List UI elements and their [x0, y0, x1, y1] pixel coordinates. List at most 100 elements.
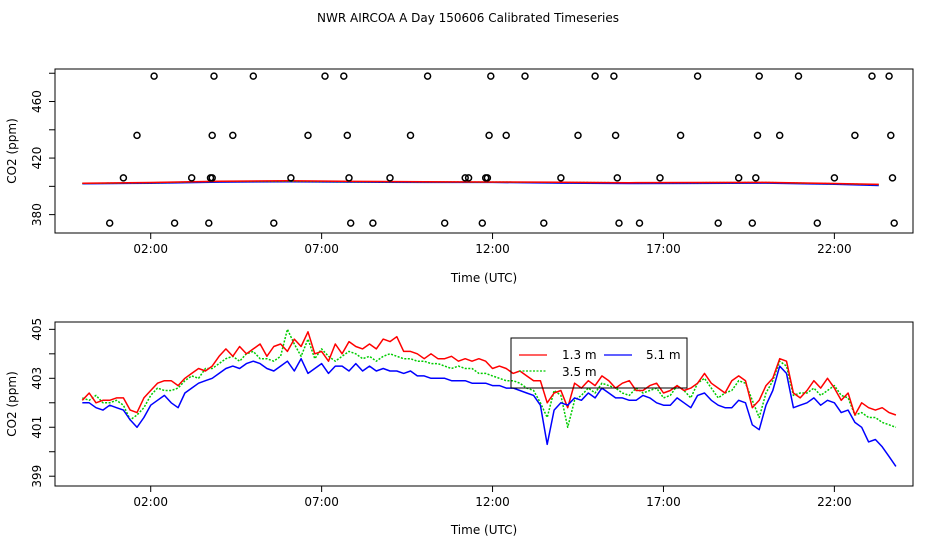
bottom-x-axis-label: Time (UTC) [450, 523, 517, 537]
top-y-tick-label: 420 [30, 147, 44, 170]
data-point [714, 219, 722, 227]
data-point [369, 219, 377, 227]
data-point [440, 219, 449, 227]
top-panel: 02:00 07:00 12:00 17:00 22:00 380 420 460 Time… [5, 68, 914, 285]
bottom-series-5-1-m [82, 357, 897, 467]
legend-box [510, 337, 688, 389]
top-y-tick-label: 460 [30, 90, 44, 113]
data-point [150, 72, 158, 80]
data-point [249, 72, 258, 80]
data-point [752, 174, 760, 182]
data-point [887, 131, 895, 140]
top-x-tick-label: 12:00 [475, 242, 510, 256]
top-series-1-3-m [82, 180, 879, 186]
top-plot-frame [54, 68, 914, 234]
legend: 1.3 m 5.1 m 3.5 m [510, 337, 688, 389]
figure-title: NWR AIRCOA A Day 150606 Calibrated Times… [317, 11, 619, 25]
data-point [851, 131, 859, 140]
data-point [133, 131, 141, 140]
bottom-plot-frame [54, 321, 914, 487]
bottom-panel: 02:00 07:00 12:00 17:00 22:00 399 401 403 405 T… [5, 318, 914, 537]
bot-y-tick-label: 403 [30, 367, 44, 390]
top-x-axis: 02:00 07:00 12:00 17:00 22:00 [133, 233, 852, 256]
data-point [229, 131, 237, 140]
data-point [656, 174, 664, 182]
data-point [208, 174, 216, 182]
top-y-tick-label: 380 [30, 203, 44, 226]
data-point [557, 174, 565, 182]
data-point [540, 219, 548, 227]
data-point [885, 72, 893, 80]
data-point [748, 219, 757, 227]
data-point [635, 219, 644, 227]
data-point [343, 131, 352, 140]
data-point [813, 219, 822, 227]
top-x-axis-label: Time (UTC) [450, 271, 517, 285]
data-point [890, 219, 898, 227]
bot-x-tick-label: 07:00 [304, 495, 339, 509]
bot-x-tick-label: 02:00 [133, 495, 168, 509]
top-y-axis: 380 420 460 [30, 72, 55, 226]
data-point [170, 219, 179, 227]
data-point [483, 174, 492, 182]
legend-label-3-5m: 3.5 m [562, 365, 597, 379]
data-point [304, 131, 312, 140]
data-point [321, 72, 329, 80]
data-point [345, 174, 353, 182]
data-point [610, 72, 618, 80]
data-point [753, 131, 762, 140]
data-point [423, 72, 432, 80]
data-point [574, 131, 582, 140]
data-point [340, 72, 348, 80]
data-point [485, 131, 493, 140]
data-point [615, 219, 623, 227]
bottom-series-lines [81, 328, 897, 467]
data-point [287, 174, 295, 182]
data-point [187, 174, 196, 182]
top-points [105, 72, 898, 227]
top-y-axis-label: CO2 (ppm) [5, 118, 19, 184]
data-point [676, 131, 685, 140]
data-point [210, 72, 218, 80]
bottom-x-axis: 02:00 07:00 12:00 17:00 22:00 [133, 486, 852, 509]
data-point [208, 131, 216, 140]
data-point [487, 72, 495, 80]
bot-x-tick-label: 17:00 [646, 495, 681, 509]
data-point [693, 72, 702, 80]
data-point [105, 219, 114, 227]
data-point [205, 219, 213, 227]
top-x-tick-label: 17:00 [646, 242, 681, 256]
data-point [734, 174, 743, 182]
data-point [461, 174, 469, 182]
bot-x-tick-label: 22:00 [817, 495, 852, 509]
bottom-y-axis: 399 401 403 405 [30, 318, 55, 488]
data-point [478, 219, 487, 227]
top-x-tick-label: 07:00 [304, 242, 339, 256]
data-point [406, 131, 415, 140]
bot-y-tick-label: 401 [30, 416, 44, 439]
legend-label-5-1m: 5.1 m [646, 348, 681, 362]
data-point [613, 174, 622, 182]
data-point [270, 219, 278, 227]
bot-y-tick-label: 399 [30, 465, 44, 488]
data-point [888, 174, 897, 182]
data-point [502, 131, 510, 140]
data-point [591, 72, 599, 80]
top-x-tick-label: 02:00 [133, 242, 168, 256]
bot-x-tick-label: 12:00 [475, 495, 510, 509]
bottom-series-1-3-m [81, 331, 897, 416]
data-point [386, 174, 394, 182]
bottom-y-axis-label: CO2 (ppm) [5, 371, 19, 437]
bot-y-tick-label: 405 [30, 318, 44, 341]
data-point [611, 131, 620, 140]
data-point [346, 219, 355, 227]
data-point [794, 72, 803, 80]
data-point [868, 72, 876, 80]
data-point [464, 174, 473, 182]
bottom-series-3-5-m [82, 328, 897, 429]
data-point [119, 174, 128, 182]
top-series-lines [82, 180, 879, 187]
top-x-tick-label: 22:00 [817, 242, 852, 256]
data-point [521, 72, 529, 80]
